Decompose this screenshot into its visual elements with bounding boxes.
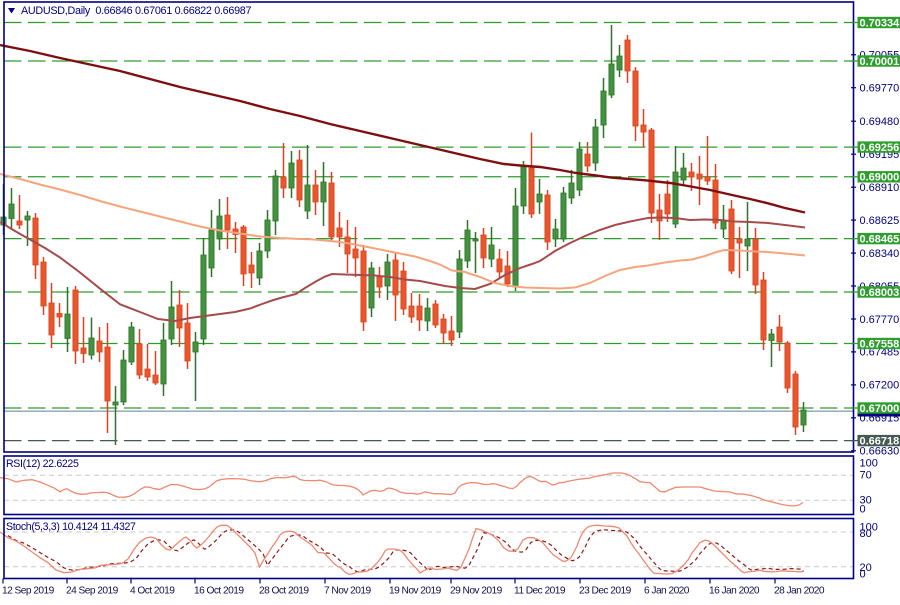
svg-text:0.68003: 0.68003	[860, 287, 900, 299]
svg-text:19 Nov 2019: 19 Nov 2019	[389, 586, 442, 597]
svg-text:28 Oct 2019: 28 Oct 2019	[259, 586, 309, 597]
svg-text:28 Jan 2020: 28 Jan 2020	[774, 586, 825, 597]
svg-text:70: 70	[860, 470, 872, 482]
svg-text:0: 0	[860, 503, 866, 515]
svg-text:0.70334: 0.70334	[860, 17, 900, 29]
svg-text:0.67200: 0.67200	[860, 380, 900, 392]
svg-text:0.69000: 0.69000	[860, 172, 900, 184]
svg-text:23 Dec 2019: 23 Dec 2019	[579, 586, 632, 597]
svg-text:Stoch(5,3,3) 10.4124 11.4327: Stoch(5,3,3) 10.4124 11.4327	[6, 521, 136, 533]
svg-text:0.67558: 0.67558	[860, 338, 900, 350]
svg-text:0.68465: 0.68465	[860, 233, 900, 245]
svg-text:16 Jan 2020: 16 Jan 2020	[709, 586, 760, 597]
svg-text:0.68625: 0.68625	[860, 215, 900, 227]
svg-text:12 Sep 2019: 12 Sep 2019	[2, 586, 55, 597]
svg-text:0.66718: 0.66718	[860, 435, 900, 447]
svg-text:24 Sep 2019: 24 Sep 2019	[66, 586, 119, 597]
svg-text:80: 80	[860, 528, 872, 540]
svg-text:100: 100	[860, 457, 878, 469]
svg-text:0: 0	[860, 568, 866, 580]
svg-text:0.67770: 0.67770	[860, 314, 900, 326]
svg-text:0.69480: 0.69480	[860, 116, 900, 128]
svg-text:0.69770: 0.69770	[860, 83, 900, 95]
svg-text:16 Oct 2019: 16 Oct 2019	[194, 586, 244, 597]
svg-text:7 Nov 2019: 7 Nov 2019	[324, 586, 371, 597]
svg-text:6 Jan 2020: 6 Jan 2020	[644, 586, 690, 597]
svg-text:0.68340: 0.68340	[860, 248, 900, 260]
svg-text:RSI(12) 22.6225: RSI(12) 22.6225	[6, 458, 79, 470]
svg-text:11 Dec 2019: 11 Dec 2019	[514, 586, 566, 597]
svg-text:0.68910: 0.68910	[860, 182, 900, 194]
svg-text:0.70001: 0.70001	[860, 56, 900, 68]
svg-text:0.67000: 0.67000	[860, 403, 900, 415]
svg-text:29 Nov 2019: 29 Nov 2019	[450, 586, 503, 597]
svg-text:0.69256: 0.69256	[860, 142, 900, 154]
svg-text:AUDUSD,Daily 0.66846 0.67061: AUDUSD,Daily 0.66846 0.67061 0.66822 0.6…	[21, 5, 251, 17]
svg-text:4 Oct 2019: 4 Oct 2019	[130, 586, 175, 597]
